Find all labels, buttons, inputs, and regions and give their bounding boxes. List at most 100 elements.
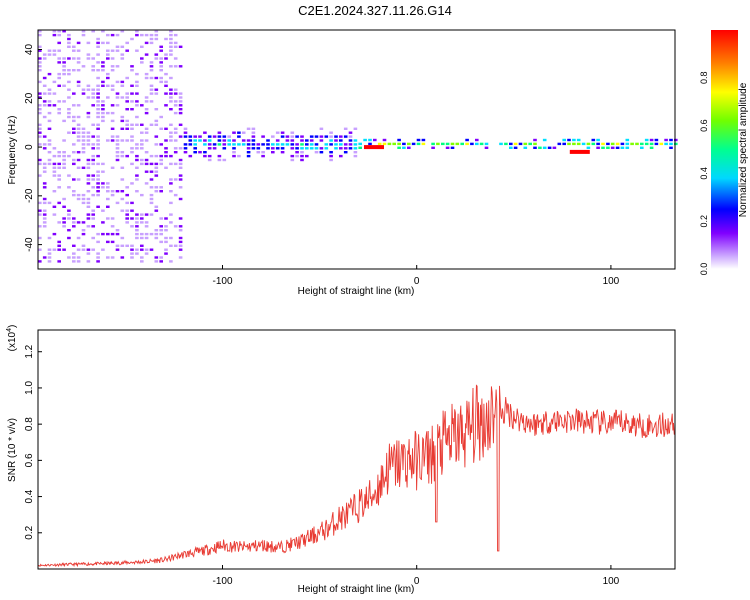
heatmap-cell bbox=[67, 209, 71, 212]
heatmap-cell bbox=[154, 170, 159, 173]
heatmap-cell bbox=[373, 138, 377, 142]
heatmap-cell bbox=[130, 37, 134, 41]
heatmap-cell bbox=[115, 92, 120, 95]
heatmap-cell bbox=[42, 33, 47, 37]
heatmap-cell bbox=[339, 139, 343, 142]
heatmap-cell bbox=[217, 154, 222, 158]
heatmap-cell bbox=[120, 57, 125, 60]
heatmap-cell bbox=[130, 84, 134, 87]
heatmap-cell bbox=[115, 143, 120, 146]
heatmap-cell bbox=[382, 142, 387, 146]
heatmap-cell bbox=[193, 143, 197, 146]
heatmap-cell bbox=[285, 139, 290, 142]
heatmap-cell bbox=[110, 104, 115, 107]
heatmap-cell bbox=[149, 37, 154, 41]
heatmap-cell bbox=[120, 80, 125, 84]
heatmap-cell bbox=[81, 80, 86, 84]
heatmap-cell bbox=[290, 139, 295, 142]
heatmap-cell bbox=[183, 131, 188, 134]
heatmap-cell bbox=[101, 84, 105, 87]
heatmap-cell bbox=[130, 201, 134, 205]
heatmap-cell bbox=[72, 158, 76, 162]
y-tick-label: 0.8 bbox=[24, 417, 35, 431]
y-tick-label: -40 bbox=[24, 237, 35, 252]
heatmap-cell bbox=[246, 147, 251, 150]
heatmap-cell bbox=[81, 236, 86, 240]
heatmap-cell bbox=[81, 131, 86, 134]
heatmap-cell bbox=[96, 221, 100, 224]
heatmap-cell bbox=[42, 182, 47, 185]
heatmap-cell bbox=[169, 30, 173, 33]
heatmap-cell bbox=[140, 123, 144, 126]
heatmap-cell bbox=[91, 147, 95, 150]
heatmap-cell bbox=[96, 252, 100, 255]
heatmap-cell bbox=[159, 240, 163, 244]
heatmap-cell bbox=[348, 131, 353, 134]
heatmap-cell bbox=[275, 143, 280, 146]
heatmap-cell bbox=[135, 252, 139, 255]
heatmap-cell bbox=[164, 240, 168, 244]
heatmap-cell bbox=[125, 193, 129, 197]
heatmap-cell bbox=[91, 174, 95, 177]
heatmap-cell bbox=[86, 197, 91, 201]
heatmap-cell bbox=[169, 84, 173, 87]
heatmap-cell bbox=[572, 138, 576, 142]
heatmap-cell bbox=[164, 154, 168, 158]
heatmap-cell bbox=[47, 100, 52, 103]
heatmap-cell bbox=[96, 100, 100, 103]
heatmap-cell bbox=[363, 138, 367, 142]
heatmap-cell bbox=[144, 80, 149, 84]
heatmap-cell bbox=[164, 80, 168, 84]
heatmap-cell bbox=[86, 190, 91, 193]
heatmap-peak bbox=[569, 149, 590, 154]
heatmap-cell bbox=[91, 131, 95, 134]
heatmap-cell bbox=[101, 151, 105, 154]
heatmap-cell bbox=[178, 225, 183, 228]
heatmap-cell bbox=[86, 252, 91, 255]
heatmap-cell bbox=[86, 45, 91, 48]
heatmap-cell bbox=[149, 33, 154, 37]
heatmap-cell bbox=[154, 154, 159, 158]
heatmap-cell bbox=[110, 61, 115, 64]
heatmap-cell bbox=[149, 131, 154, 134]
heatmap-cell bbox=[125, 205, 129, 208]
heatmap-cell bbox=[96, 182, 100, 185]
heatmap-cell bbox=[173, 244, 178, 247]
heatmap-cell bbox=[120, 131, 125, 134]
heatmap-cell bbox=[91, 154, 95, 158]
heatmap-cell bbox=[57, 217, 61, 220]
heatmap-cell bbox=[178, 37, 183, 41]
heatmap-cell bbox=[42, 76, 47, 80]
heatmap-cell bbox=[115, 135, 120, 138]
heatmap-cell bbox=[251, 131, 256, 134]
heatmap-cell bbox=[280, 131, 285, 134]
heatmap-cell bbox=[42, 104, 47, 107]
heatmap-cell bbox=[42, 166, 47, 169]
heatmap-cell bbox=[130, 217, 134, 220]
heatmap-cell bbox=[348, 139, 353, 142]
heatmap-cell bbox=[42, 115, 47, 119]
heatmap-cell bbox=[130, 61, 134, 64]
heatmap-cell bbox=[295, 154, 299, 158]
heatmap-cell bbox=[169, 33, 173, 37]
heatmap-cell bbox=[135, 213, 139, 216]
heatmap-cell bbox=[62, 151, 66, 154]
heatmap-cell bbox=[241, 139, 246, 142]
heatmap-cell bbox=[125, 104, 129, 107]
heatmap-cell bbox=[110, 65, 115, 68]
heatmap-cell bbox=[106, 33, 110, 37]
heatmap-cell bbox=[149, 248, 154, 251]
heatmap-cell bbox=[266, 143, 270, 146]
heatmap-cell bbox=[125, 186, 129, 189]
heatmap-cell bbox=[329, 131, 333, 134]
heatmap-cell bbox=[120, 166, 125, 169]
heatmap-cell bbox=[169, 154, 173, 158]
heatmap-cell bbox=[47, 236, 52, 240]
heatmap-cell bbox=[178, 162, 183, 166]
heatmap-cell bbox=[154, 205, 159, 208]
heatmap-cell bbox=[140, 57, 144, 60]
heatmap-cell bbox=[67, 193, 71, 197]
y-tick-label: -20 bbox=[24, 188, 35, 203]
heatmap-cell bbox=[115, 147, 120, 150]
heatmap-cell bbox=[67, 69, 71, 72]
